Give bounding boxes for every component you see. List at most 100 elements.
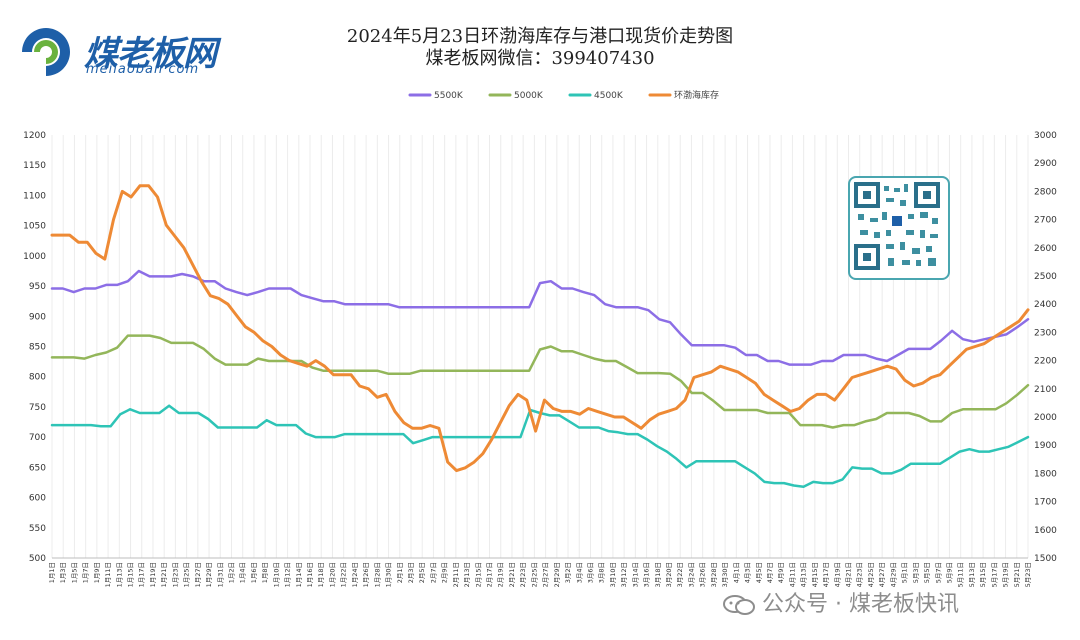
data-point: [376, 303, 378, 305]
x-tick-label: 1月30日: [385, 562, 393, 587]
data-point: [869, 371, 871, 373]
data-point: [908, 412, 910, 414]
data-point: [754, 472, 756, 474]
data-point: [158, 412, 160, 414]
data-point: [539, 348, 541, 351]
data-point: [438, 427, 440, 429]
data-point: [807, 399, 809, 401]
data-point: [702, 344, 704, 346]
data-point: [73, 291, 75, 293]
data-point: [793, 484, 795, 487]
data-point: [685, 466, 688, 468]
data-point: [365, 303, 368, 305]
x-tick-label: 4月19日: [833, 562, 841, 587]
data-point: [929, 463, 932, 465]
data-point: [51, 234, 53, 236]
data-point: [647, 309, 650, 311]
data-point: [510, 436, 512, 438]
data-point: [473, 461, 475, 463]
data-point: [680, 380, 682, 382]
data-point: [333, 370, 335, 372]
data-point: [90, 424, 92, 426]
data-point: [275, 424, 278, 426]
data-point: [62, 287, 64, 290]
data-point: [746, 376, 748, 379]
x-tick-label: 1月29日: [205, 562, 213, 587]
data-point: [181, 273, 183, 275]
data-point: [159, 275, 161, 277]
data-point: [170, 342, 172, 344]
data-point: [253, 331, 255, 333]
data-point: [543, 399, 546, 401]
data-point: [919, 348, 921, 350]
y-right-tick-label: 1600: [1034, 526, 1057, 536]
x-tick-label: 4月23日: [856, 562, 864, 587]
data-point: [156, 196, 159, 198]
data-point: [464, 467, 466, 469]
data-point: [756, 409, 758, 411]
data-point: [257, 358, 259, 360]
data-point: [322, 300, 324, 302]
y-right-tick-label: 2200: [1034, 357, 1057, 367]
data-point: [864, 354, 866, 356]
data-point: [257, 291, 259, 293]
x-tick-label: 1月24日: [351, 562, 359, 587]
data-point: [139, 412, 141, 414]
data-point: [127, 335, 129, 337]
data-point: [1001, 331, 1003, 333]
x-tick-label: 4月5日: [755, 562, 763, 583]
x-tick-label: 3月16日: [643, 562, 651, 587]
data-point: [593, 294, 595, 296]
data-point: [429, 424, 431, 427]
data-point: [398, 306, 400, 308]
legend-label: 4500K: [594, 91, 624, 101]
data-point: [929, 420, 932, 422]
x-tick-label: 5月13日: [968, 562, 976, 587]
y-left-tick-label: 1050: [23, 222, 46, 232]
data-point: [851, 466, 853, 468]
data-point: [723, 409, 726, 411]
x-tick-label: 3月28日: [710, 562, 718, 587]
x-tick-label: 3月6日: [586, 562, 594, 583]
data-point: [129, 408, 131, 410]
data-point: [227, 426, 229, 429]
data-point: [178, 412, 180, 414]
data-point: [100, 425, 102, 427]
data-point: [51, 356, 53, 358]
data-point: [70, 424, 73, 426]
data-point: [658, 372, 660, 374]
data-point: [394, 410, 396, 412]
x-tick-label: 3月18日: [654, 562, 662, 587]
x-tick-label: 1月16日: [306, 562, 314, 587]
data-point: [587, 407, 590, 410]
y-left-tick-label: 900: [29, 312, 46, 322]
y-left-tick-label: 550: [29, 524, 46, 534]
data-point: [266, 419, 268, 421]
data-point: [188, 412, 190, 414]
wechat-icon: [723, 595, 755, 615]
data-point: [192, 342, 194, 344]
data-point: [1027, 384, 1029, 386]
data-point: [461, 436, 463, 438]
x-tick-label: 2月5日: [418, 562, 426, 583]
legend-label: 5000K: [514, 91, 544, 101]
data-point: [622, 416, 625, 418]
data-point: [1009, 326, 1012, 328]
data-point: [550, 345, 552, 348]
x-tick-label: 1月8日: [261, 562, 269, 583]
x-tick-label: 2月9日: [441, 562, 449, 583]
data-point: [617, 431, 619, 433]
data-point: [962, 408, 964, 410]
legend-label: 环渤海库存: [674, 89, 719, 101]
data-point: [802, 486, 805, 488]
data-point: [745, 409, 747, 411]
data-point: [181, 342, 183, 344]
data-point: [974, 345, 976, 348]
x-tick-label: 4月21日: [845, 562, 853, 587]
data-point: [149, 275, 151, 277]
data-point: [217, 426, 219, 429]
x-tick-label: 1月7日: [82, 562, 90, 583]
data-point: [148, 185, 150, 187]
y-right-tick-label: 2100: [1034, 385, 1057, 395]
data-point: [341, 374, 343, 376]
